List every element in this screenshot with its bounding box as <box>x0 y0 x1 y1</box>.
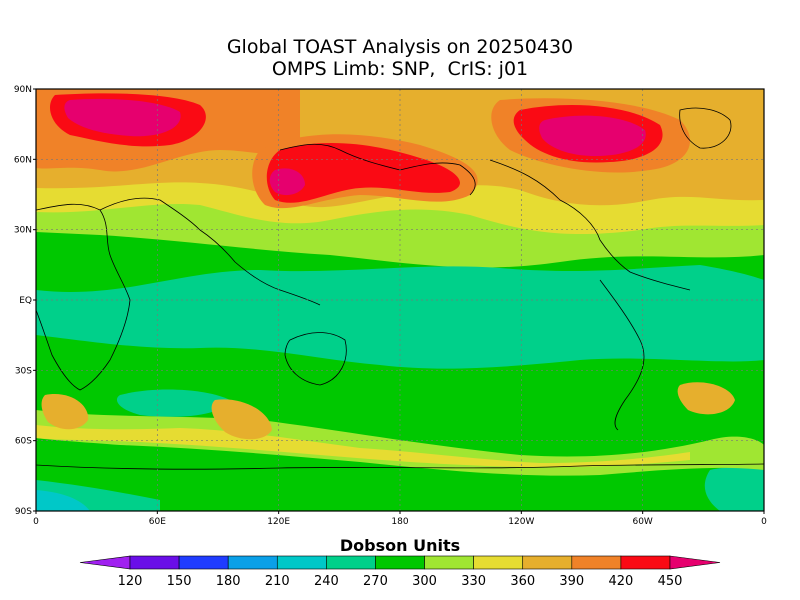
colorbar-tick-label: 120 <box>118 574 143 589</box>
colorbar-swatch <box>571 555 622 570</box>
colorbar-tick-label: 420 <box>608 574 633 589</box>
field-south-330 <box>36 410 764 476</box>
colorbar: 120 150 180 210 240 270 300 330 360 390 420 450 <box>79 555 721 589</box>
colorbar-tick-label: 180 <box>216 574 241 589</box>
colorbar-swatch <box>326 555 376 570</box>
coast-australia <box>284 332 347 386</box>
colorbar-max-arrow <box>669 555 721 570</box>
field-450-siberia <box>266 143 460 203</box>
lon-label-60w: 60W <box>632 517 652 527</box>
coast-seasia <box>234 261 321 306</box>
field-south-360 <box>36 425 690 468</box>
colorbar-tick-label: 300 <box>412 574 437 589</box>
field-south-390 <box>41 394 89 430</box>
colorbar-swatch <box>227 555 278 570</box>
field-south-390c <box>677 382 735 415</box>
colorbar-tick-label: 270 <box>363 574 388 589</box>
map-title: Global TOAST Analysis on 20250430 <box>226 36 574 58</box>
lat-label-90n: 90N <box>14 85 32 95</box>
field-270-southindian <box>116 389 230 417</box>
coast-antarctica <box>36 463 764 470</box>
lat-label-30s: 30S <box>15 366 32 376</box>
lat-label-30n: 30N <box>14 226 32 236</box>
coast-south-america <box>599 279 645 431</box>
colorbar-tick-label: 210 <box>265 574 290 589</box>
coast-greenland <box>679 107 732 149</box>
field-south-390b <box>211 399 272 440</box>
colorbar-tick-label: 150 <box>167 574 192 589</box>
lon-label-0: 0 <box>33 517 39 527</box>
longitude-labels: 0 60E 120E 180 120W 60W 0 <box>33 511 767 527</box>
coast-north-america <box>489 159 691 291</box>
coast-arabia-india <box>99 197 236 263</box>
field-480-eurasia <box>64 98 181 137</box>
lon-label-120e: 120E <box>267 517 290 527</box>
gridlines <box>36 89 764 511</box>
lat-label-60n: 60N <box>14 155 32 165</box>
colorbar-swatch <box>424 555 474 570</box>
field-tropics-270 <box>36 265 764 369</box>
colorbar-swatch <box>375 555 425 570</box>
colorbar-swatch <box>620 555 671 570</box>
colorbar-min-arrow <box>79 555 131 570</box>
lon-label-120w: 120W <box>508 517 534 527</box>
colorbar-tick-label: 360 <box>510 574 535 589</box>
field-240-antarctic <box>36 490 90 511</box>
coastlines <box>36 107 764 470</box>
lat-label-60s: 60S <box>15 437 32 447</box>
lon-label-0: 0 <box>761 517 767 527</box>
colorbar-tick-label: 450 <box>658 574 683 589</box>
colorbar-swatch <box>473 555 524 570</box>
field-270-antarctic-east <box>704 467 764 511</box>
colorbar-tick-label: 390 <box>559 574 584 589</box>
colorbar-swatch <box>522 555 573 570</box>
lat-label-90s: 90S <box>15 507 32 517</box>
colorbar-tick-label: 240 <box>314 574 339 589</box>
colorbar-swatch <box>276 555 327 570</box>
colorbar-title: Dobson Units <box>339 536 461 555</box>
lon-label-60e: 60E <box>149 517 166 527</box>
latitude-labels: 90N 60N 30N EQ 30S 60S 90S <box>14 85 36 517</box>
field-480-canada <box>539 115 646 157</box>
colorbar-swatch <box>178 555 229 570</box>
lat-label-eq: EQ <box>19 296 32 306</box>
lon-label-180: 180 <box>391 517 408 527</box>
colorbar-swatch <box>129 555 180 570</box>
colorbar-tick-label: 330 <box>461 574 486 589</box>
map-subtitle: OMPS Limb: SNP, CrIS: j01 <box>271 58 529 80</box>
